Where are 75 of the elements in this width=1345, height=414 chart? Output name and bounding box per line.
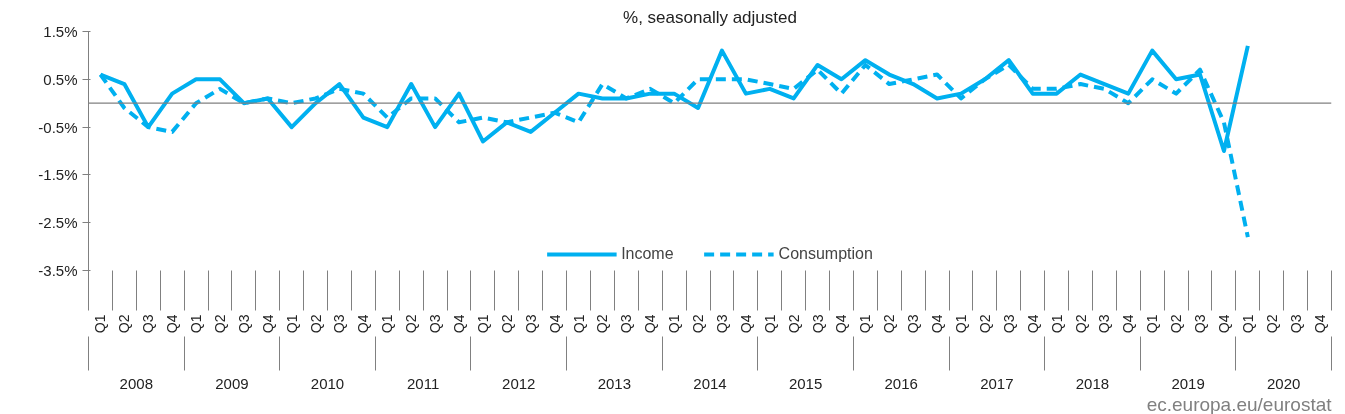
x-tick-label: Q1 bbox=[188, 314, 205, 334]
text: 2016 bbox=[884, 374, 918, 392]
x-tick-label: Q4 bbox=[642, 314, 659, 334]
x-tick-label: Q1 bbox=[761, 314, 778, 334]
x-tick-label: Q4 bbox=[355, 314, 372, 334]
x-tick-label: Q1 bbox=[952, 314, 969, 334]
x-tick-label: Q4 bbox=[833, 314, 850, 334]
x-tick-label: Q1 bbox=[474, 314, 491, 334]
x-tick-label: Q1 bbox=[283, 314, 300, 334]
x-tick-label: Q3 bbox=[713, 314, 730, 334]
y-tick-label: -0.5% bbox=[38, 118, 78, 136]
x-tick-label: Q1 bbox=[570, 314, 587, 334]
y-tick-label: 1.5% bbox=[43, 23, 78, 40]
x-tick-label: Q2 bbox=[403, 314, 420, 334]
x-tick-label: Q3 bbox=[235, 314, 252, 334]
text: 2017 bbox=[980, 374, 1014, 392]
legend-label: Income bbox=[621, 245, 674, 263]
x-tick-label: Q3 bbox=[331, 314, 348, 334]
text: 2014 bbox=[693, 374, 727, 392]
text: 2012 bbox=[502, 374, 536, 392]
x-tick-label: Q3 bbox=[140, 314, 157, 334]
x-tick-label: Q4 bbox=[1311, 314, 1328, 334]
x-tick-label: Q3 bbox=[1000, 314, 1017, 334]
x-tick-label: Q4 bbox=[929, 314, 946, 334]
text: 2009 bbox=[215, 374, 249, 392]
x-tick-label: Q1 bbox=[379, 314, 396, 334]
text: 2020 bbox=[1267, 374, 1301, 392]
x-tick-label: Q4 bbox=[546, 314, 563, 334]
x-tick-label: Q4 bbox=[164, 314, 181, 334]
y-tick-label: -1.5% bbox=[38, 166, 78, 184]
x-tick-label: Q1 bbox=[1048, 314, 1065, 334]
x-tick-label: Q2 bbox=[785, 314, 802, 334]
x-tick-label: Q2 bbox=[976, 314, 993, 334]
text: 2015 bbox=[788, 374, 823, 392]
x-tick-label: Q4 bbox=[1024, 314, 1041, 334]
x-tick-label: Q3 bbox=[905, 314, 922, 334]
text: ec.europa.eu/eurostat bbox=[1146, 393, 1333, 414]
chart-title: %, seasonally adjusted bbox=[623, 7, 797, 27]
text: 2019 bbox=[1171, 374, 1205, 392]
text: 2013 bbox=[597, 374, 632, 392]
x-tick-label: Q3 bbox=[522, 314, 539, 334]
x-tick-label: Q2 bbox=[594, 314, 611, 334]
legend-label: Consumption bbox=[778, 245, 873, 263]
x-tick-label: Q2 bbox=[1168, 314, 1185, 334]
x-tick-label: Q1 bbox=[666, 314, 683, 334]
x-tick-label: Q2 bbox=[211, 314, 228, 334]
x-tick-label: Q1 bbox=[1144, 314, 1161, 334]
text: 2010 bbox=[310, 374, 345, 392]
y-tick-label: 0.5% bbox=[43, 70, 78, 88]
x-tick-label: Q2 bbox=[1072, 314, 1089, 334]
x-tick-label: Q1 bbox=[92, 314, 109, 334]
x-tick-label: Q3 bbox=[1192, 314, 1209, 334]
x-tick-label: Q2 bbox=[307, 314, 324, 334]
x-tick-label: Q1 bbox=[857, 314, 874, 334]
x-tick-label: Q4 bbox=[1120, 314, 1137, 334]
x-tick-label: Q4 bbox=[737, 314, 754, 334]
x-tick-label: Q4 bbox=[1215, 314, 1232, 334]
x-tick-label: Q3 bbox=[1096, 314, 1113, 334]
text: 2008 bbox=[119, 374, 153, 392]
x-tick-label: Q4 bbox=[259, 314, 276, 334]
x-tick-label: Q3 bbox=[618, 314, 635, 334]
y-tick-label: -2.5% bbox=[38, 214, 78, 232]
x-tick-label: Q2 bbox=[690, 314, 707, 334]
x-tick-label: Q1 bbox=[1239, 314, 1256, 334]
x-tick-label: Q2 bbox=[116, 314, 133, 334]
x-tick-label: Q2 bbox=[1263, 314, 1280, 334]
text: 2011 bbox=[407, 374, 440, 392]
x-tick-label: Q2 bbox=[498, 314, 515, 334]
y-tick-label: -3.5% bbox=[38, 262, 78, 279]
x-tick-label: Q3 bbox=[427, 314, 444, 334]
text: 2018 bbox=[1075, 374, 1110, 392]
x-tick-label: Q3 bbox=[1287, 314, 1304, 334]
x-tick-label: Q3 bbox=[809, 314, 826, 334]
x-tick-label: Q4 bbox=[451, 314, 468, 334]
x-tick-label: Q2 bbox=[881, 314, 898, 334]
